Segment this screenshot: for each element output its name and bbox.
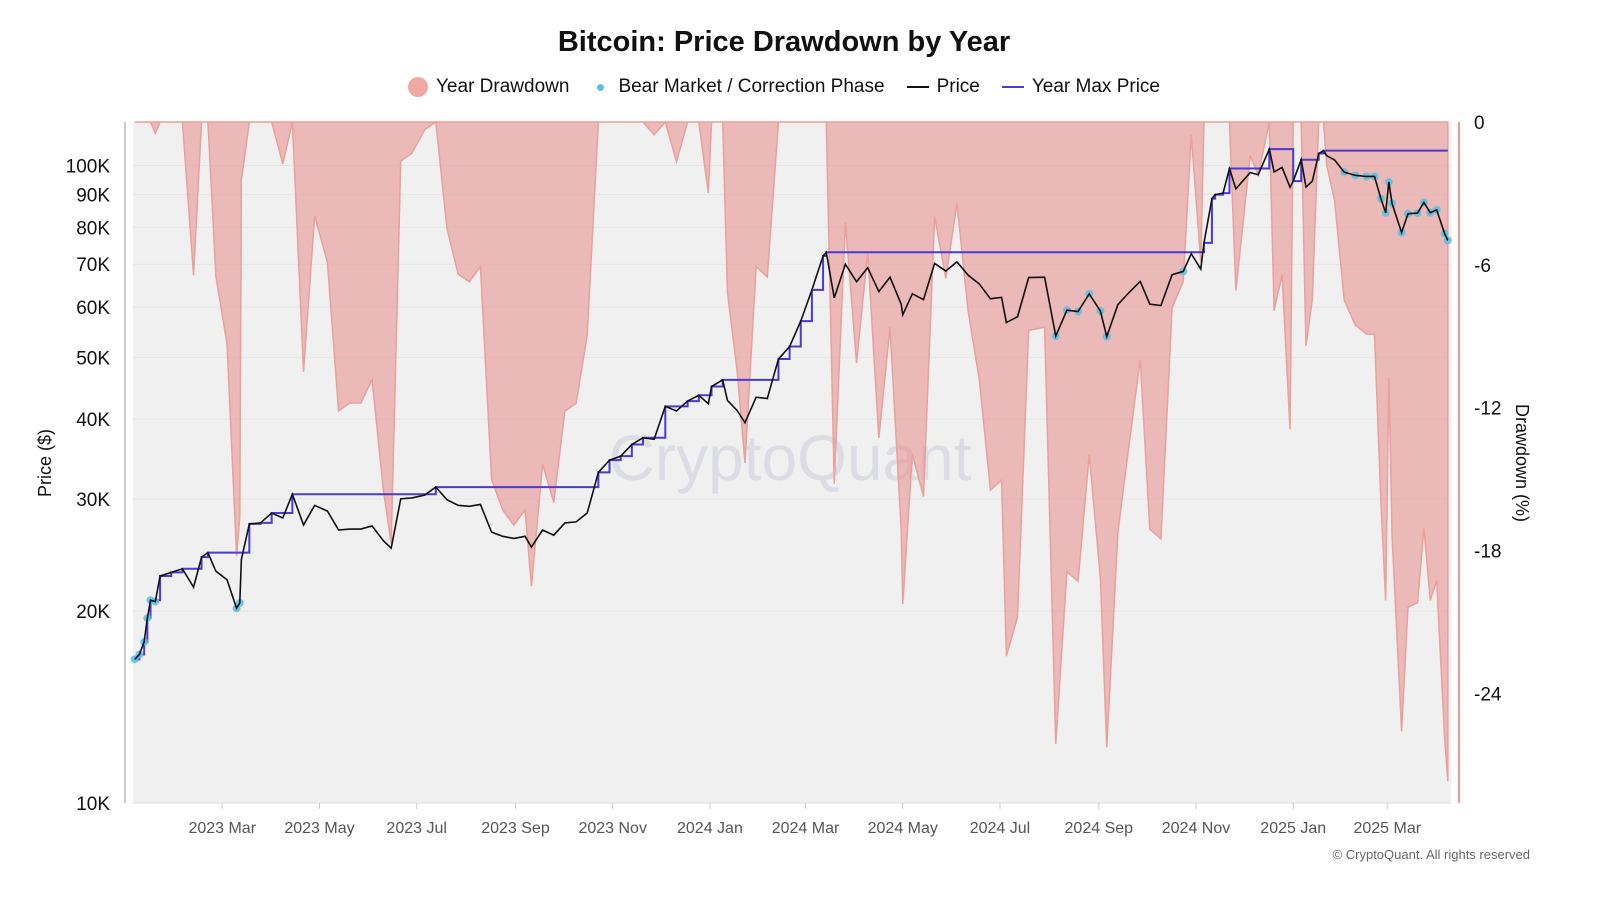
legend-line-icon (906, 86, 929, 88)
x-tick-label: 2023 Sep (481, 820, 550, 837)
legend-item-year-max[interactable]: Year Max Price (1001, 76, 1160, 98)
x-tick-label: 2024 Jan (677, 820, 743, 837)
legend-dot-icon (597, 83, 605, 91)
y-left-tick-label: 70K (76, 255, 110, 276)
legend-item-price[interactable]: Price (906, 76, 980, 98)
x-tick-label: 2024 Sep (1065, 820, 1134, 837)
y-right-tick-label: -12 (1474, 399, 1501, 420)
x-tick-label: 2024 Nov (1162, 820, 1231, 837)
x-tick-label: 2023 Nov (578, 820, 647, 837)
y-left-tick-label: 90K (76, 186, 110, 207)
y-left-tick-label: 10K (76, 794, 110, 815)
chart-title: Bitcoin: Price Drawdown by Year (557, 26, 1011, 58)
legend-label: Year Max Price (1031, 76, 1160, 97)
y-left-tick-label: 60K (76, 298, 110, 319)
y-left-tick-label: 80K (76, 218, 110, 239)
x-tick-label: 2024 Jul (970, 820, 1031, 837)
x-tick-label: 2025 Jan (1260, 820, 1326, 837)
x-tick-label: 2023 May (284, 820, 354, 837)
y-left-tick-label: 50K (76, 348, 110, 369)
x-tick-label: 2024 May (868, 820, 938, 837)
y-right-tick-label: -24 (1474, 684, 1502, 705)
legend-label: Price (936, 76, 980, 97)
y-right-tick-label: -18 (1474, 542, 1501, 563)
legend-circle-icon (408, 77, 428, 97)
drawdown-area (134, 120, 1449, 782)
y-left-tick-label: 20K (76, 602, 110, 623)
y-right-tick-label: -6 (1474, 256, 1491, 277)
y-left-tick-label: 100K (66, 156, 111, 177)
y-left-tick-label: 40K (76, 410, 110, 431)
y-left-axis-label: Price ($) (35, 429, 55, 497)
x-tick-label: 2025 Mar (1353, 820, 1421, 837)
price-line (134, 146, 1449, 660)
legend-item-bear[interactable]: Bear Market / Correction Phase (591, 76, 885, 98)
legend-line-icon (1001, 86, 1024, 88)
y-left-tick-label: 30K (76, 490, 110, 511)
legend: Year Drawdown Bear Market / Correction P… (0, 76, 1568, 98)
copyright: © CryptoQuant. All rights reserved (1332, 847, 1530, 862)
legend-label: Bear Market / Correction Phase (618, 76, 885, 97)
x-tick-label: 2023 Jul (386, 820, 447, 837)
x-tick-label: 2024 Mar (772, 820, 840, 837)
y-right-tick-label: 0 (1474, 113, 1485, 134)
legend-label: Year Drawdown (436, 76, 570, 97)
legend-item-drawdown[interactable]: Year Drawdown (408, 76, 569, 98)
x-tick-label: 2023 Mar (188, 820, 256, 837)
y-right-axis-label: Drawdown (%) (1512, 404, 1532, 522)
